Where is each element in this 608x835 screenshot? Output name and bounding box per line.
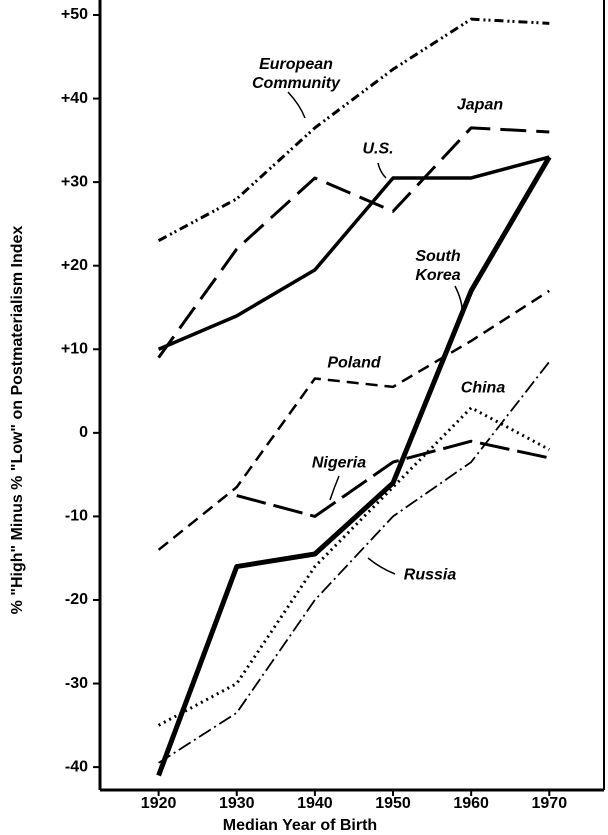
series-line [236, 439, 550, 518]
series-label: Nigeria [311, 454, 367, 472]
series-line [158, 361, 551, 764]
y-tick-label: +40 [61, 90, 88, 107]
y-axis-title: % "High" Minus % "Low" on Postmaterialis… [9, 226, 26, 615]
y-tick-label: 0 [79, 424, 88, 441]
x-axis-title: Median Year of Birth [223, 817, 377, 834]
series-label: Japan [456, 96, 504, 114]
series-label: U.S. [362, 140, 394, 158]
pointer [287, 91, 306, 119]
x-tick-label: 1950 [375, 795, 411, 812]
label-pointers [287, 91, 463, 575]
series-label: South Korea [415, 248, 461, 284]
series-label: Russia [403, 566, 457, 584]
series-label: European Community [252, 56, 340, 92]
series-line [157, 155, 550, 351]
y-tick-label: -10 [65, 508, 88, 525]
x-tick-label: 1930 [219, 795, 255, 812]
series-line [157, 289, 550, 551]
y-tick-label: -20 [65, 591, 88, 608]
series-line [156, 155, 552, 777]
pointer [367, 557, 396, 575]
y-tick-label: +50 [61, 6, 88, 23]
series-label: Poland [327, 354, 381, 372]
y-tick-label: -40 [65, 758, 88, 775]
y-tick-label: +20 [61, 257, 88, 274]
pointer [329, 475, 340, 501]
series-line [157, 17, 550, 242]
x-tick-label: 1920 [141, 795, 177, 812]
x-tick-label: 1960 [453, 795, 489, 812]
y-tick-label: +10 [61, 340, 88, 357]
series-line [157, 126, 550, 359]
pointer [454, 285, 463, 311]
series-line [157, 406, 551, 727]
x-tick-label: 1940 [297, 795, 333, 812]
pointer [377, 162, 387, 179]
series-label: China [460, 379, 506, 397]
y-tick-label: +30 [61, 173, 88, 190]
x-tick-label: 1970 [532, 795, 568, 812]
y-tick-label: -30 [65, 675, 88, 692]
